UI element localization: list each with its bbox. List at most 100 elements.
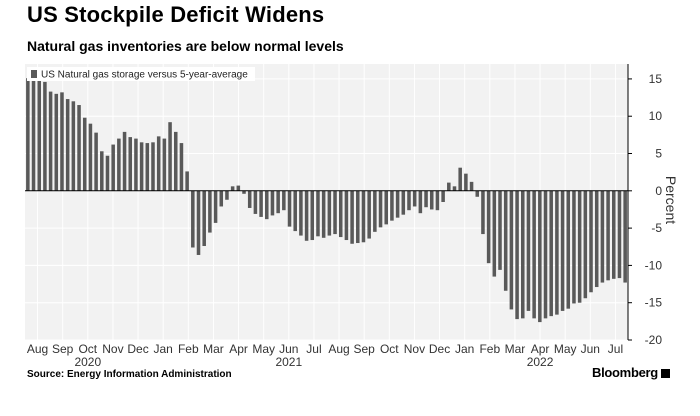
x-tick-label: Feb — [479, 342, 500, 356]
x-axis-month-labels: Aug Sep Oct Nov Dec Jan Feb Mar Apr May Jun Jul Aug S… — [27, 342, 623, 356]
x-tick-label: Jan — [455, 342, 474, 356]
y-tick-label: 0 — [655, 184, 662, 198]
bar-series — [26, 76, 627, 323]
bar — [208, 190, 212, 233]
bar — [344, 190, 349, 241]
bar — [458, 167, 462, 191]
bar — [407, 190, 411, 211]
bar — [65, 99, 70, 191]
x-tick-label: Apr — [531, 342, 550, 356]
x-axis-year-labels: 2020 2021 2022 — [74, 355, 553, 369]
bar — [583, 190, 588, 299]
bar — [373, 190, 377, 232]
legend-swatch — [31, 70, 37, 78]
bar — [230, 186, 235, 191]
x-tick-label: Feb — [178, 342, 199, 356]
bar — [48, 91, 53, 191]
bar — [333, 190, 337, 235]
bar — [390, 190, 394, 221]
bar — [589, 190, 593, 293]
bar — [327, 190, 332, 236]
bar — [515, 190, 519, 320]
bar — [412, 190, 417, 207]
bar — [572, 190, 576, 304]
bar — [276, 190, 280, 214]
bar — [606, 190, 610, 281]
bar — [361, 190, 366, 243]
bar — [82, 117, 87, 191]
bar — [26, 78, 30, 191]
bar — [566, 190, 571, 309]
bar — [486, 190, 491, 264]
bar — [304, 190, 309, 241]
x-year-label: 2020 — [74, 355, 101, 369]
bar — [543, 190, 548, 319]
x-tick-label: Sep — [354, 342, 376, 356]
bar — [623, 190, 627, 283]
y-tick-label: -20 — [645, 333, 663, 347]
bar — [532, 190, 536, 319]
y-tick-label: -15 — [645, 296, 663, 310]
bar — [31, 76, 36, 191]
x-tick-label: Oct — [78, 342, 97, 356]
bar — [213, 190, 218, 223]
x-tick-label: Oct — [380, 342, 399, 356]
x-tick-label: Apr — [229, 342, 248, 356]
x-year-label: 2021 — [275, 355, 302, 369]
x-tick-label: Jun — [279, 342, 298, 356]
bar — [378, 190, 383, 228]
legend: US Natural gas storage versus 5-year-ave… — [27, 67, 255, 81]
x-tick-label: Mar — [203, 342, 224, 356]
x-tick-label: May — [554, 342, 577, 356]
bar — [481, 190, 485, 235]
bar — [447, 182, 451, 191]
bar — [202, 190, 206, 247]
source-note: Source: Energy Information Administratio… — [27, 369, 232, 380]
y-axis-label: Percent — [663, 176, 679, 224]
bar — [475, 190, 480, 197]
bar — [134, 138, 138, 191]
x-tick-label: May — [252, 342, 275, 356]
x-tick-label: Aug — [27, 342, 48, 356]
bar — [287, 190, 292, 227]
bar — [464, 173, 468, 191]
y-tick-label: 5 — [655, 147, 662, 161]
bar — [122, 131, 127, 191]
bar — [185, 171, 189, 191]
bar — [162, 138, 167, 191]
bar — [225, 190, 229, 200]
bar — [600, 190, 605, 283]
x-tick-label: Jan — [154, 342, 173, 356]
bar — [509, 190, 514, 310]
bar — [151, 142, 155, 191]
bar — [367, 190, 371, 239]
bar — [139, 142, 144, 191]
bar — [37, 78, 41, 191]
bar — [617, 190, 622, 279]
bar — [395, 190, 400, 218]
bar — [424, 190, 428, 208]
x-tick-label: Jun — [581, 342, 600, 356]
brand-name: Bloomberg — [592, 365, 658, 380]
bar — [54, 93, 59, 191]
bloomberg-logo: Bloomberg — [592, 365, 670, 380]
vertical-gridlines — [37, 64, 616, 340]
y-axis-ticks: 15 10 5 0 -5 -10 -15 -20 — [628, 72, 662, 347]
bar — [259, 190, 263, 217]
bar — [173, 131, 178, 191]
bar — [293, 190, 297, 232]
bar — [219, 190, 224, 207]
bar — [156, 136, 161, 191]
y-tick-label: 10 — [649, 109, 663, 123]
bar — [168, 122, 172, 191]
bar — [498, 190, 502, 270]
bar — [469, 181, 474, 191]
bar — [242, 190, 246, 194]
bar — [356, 190, 360, 244]
legend-background — [27, 67, 255, 81]
bar — [316, 190, 320, 237]
bar — [299, 190, 303, 236]
bar — [77, 105, 81, 191]
